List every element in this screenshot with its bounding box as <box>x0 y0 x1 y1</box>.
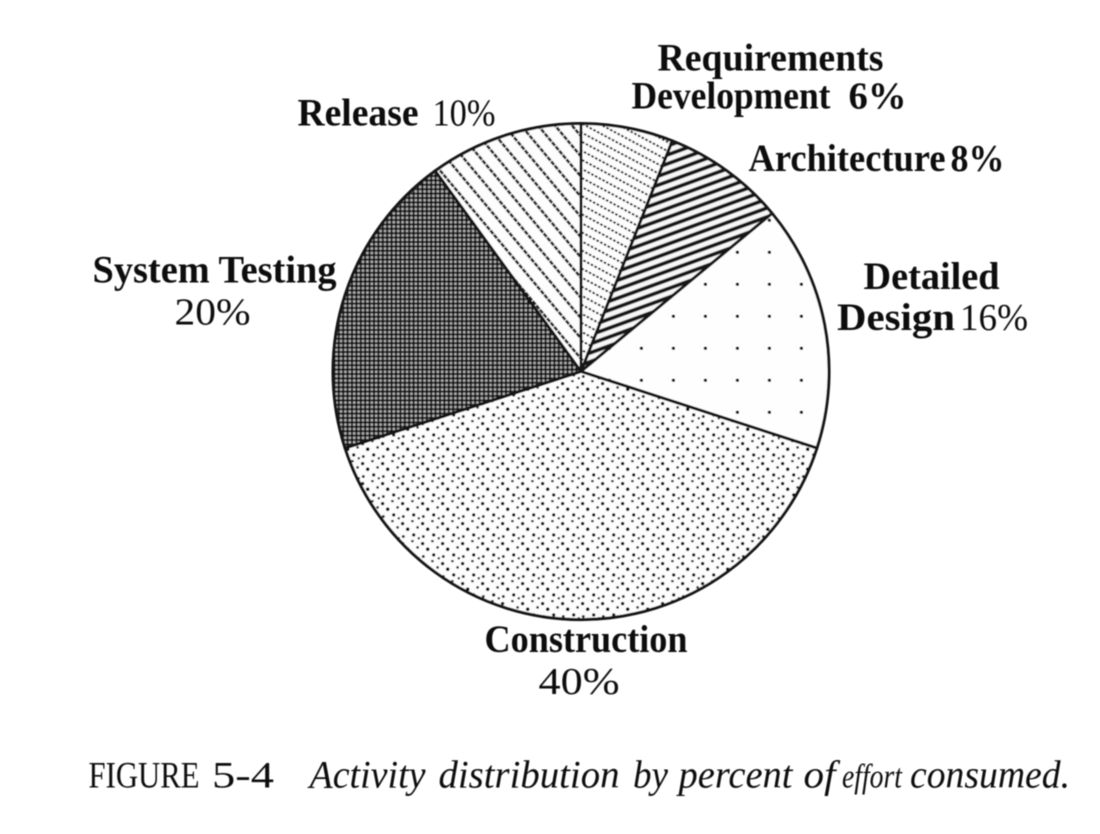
svg-text:Detailed: Detailed <box>864 255 1000 298</box>
svg-text:consumed.: consumed. <box>910 754 1070 797</box>
svg-text:Release: Release <box>298 92 419 135</box>
svg-text:distribution: distribution <box>439 754 620 797</box>
svg-text:Design: Design <box>837 296 955 339</box>
svg-text:Architecture: Architecture <box>749 137 946 180</box>
svg-text:Development: Development <box>632 75 831 118</box>
svg-text:5-4: 5-4 <box>212 756 274 797</box>
svg-text:Requirements: Requirements <box>658 37 884 80</box>
svg-text:16%: 16% <box>960 297 1028 339</box>
svg-text:effort: effort <box>842 759 903 796</box>
svg-text:6%: 6% <box>849 76 907 118</box>
svg-text:Activity: Activity <box>307 754 427 797</box>
svg-text:of: of <box>804 754 841 797</box>
svg-text:20%: 20% <box>175 292 251 334</box>
svg-text:percent: percent <box>676 754 794 797</box>
svg-text:8%: 8% <box>951 138 1005 180</box>
svg-text:System Testing: System Testing <box>93 249 337 292</box>
svg-text:FIGURE: FIGURE <box>89 756 200 797</box>
svg-text:Construction: Construction <box>485 618 688 661</box>
svg-text:10%: 10% <box>433 93 496 135</box>
svg-text:by: by <box>633 754 669 797</box>
svg-text:40%: 40% <box>539 661 620 703</box>
